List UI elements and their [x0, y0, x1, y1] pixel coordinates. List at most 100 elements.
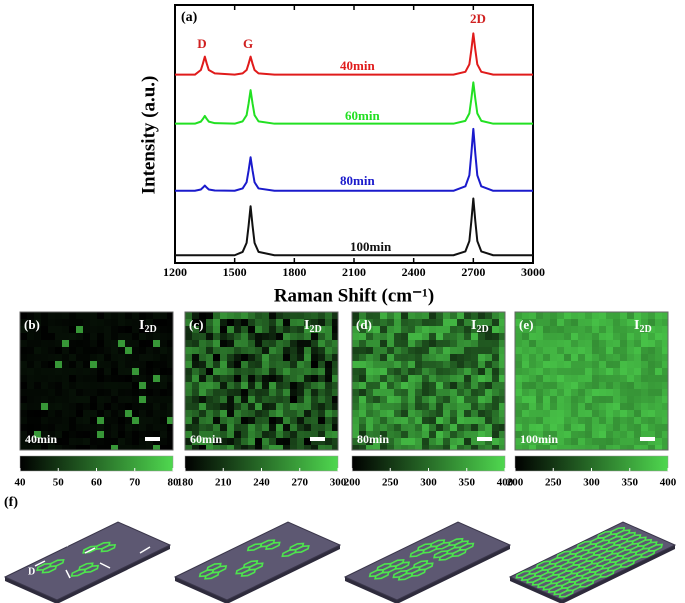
map-pixel — [62, 340, 69, 347]
map-pixel — [592, 326, 599, 333]
map-pixel — [213, 347, 220, 354]
map-pixel — [620, 312, 627, 319]
map-pixel — [613, 354, 620, 361]
map-pixel — [592, 417, 599, 424]
map-pixel — [90, 340, 97, 347]
map-pixel — [255, 333, 262, 340]
map-pixel — [408, 382, 415, 389]
map-pixel — [199, 389, 206, 396]
map-pixel — [550, 410, 557, 417]
map-pixel — [557, 354, 564, 361]
map-pixel — [255, 375, 262, 382]
map-pixel — [269, 340, 276, 347]
map-pixel — [213, 431, 220, 438]
map-pixel — [318, 445, 325, 450]
map-pixel — [83, 438, 90, 445]
map-pixel — [536, 368, 543, 375]
map-pixel — [550, 368, 557, 375]
map-pixel — [276, 431, 283, 438]
colorbar-tick-label: 200 — [507, 477, 524, 489]
map-pixel — [290, 438, 297, 445]
map-pixel — [97, 326, 104, 333]
map-pixel — [311, 347, 318, 354]
map-pixel — [499, 375, 505, 382]
map-pixel — [387, 312, 394, 319]
map-pixel — [318, 347, 325, 354]
map-pixel — [394, 417, 401, 424]
map-pixel — [499, 417, 505, 424]
map-pixel — [332, 354, 338, 361]
map-pixel — [422, 403, 429, 410]
map-pixel — [515, 431, 522, 438]
map-pixel — [153, 312, 160, 319]
map-pixel — [90, 382, 97, 389]
map-pixel — [83, 424, 90, 431]
map-pixel — [373, 389, 380, 396]
map-pixel — [297, 389, 304, 396]
map-pixel — [536, 326, 543, 333]
map-pixel — [199, 431, 206, 438]
map-pixel — [648, 410, 655, 417]
map-pixel — [522, 368, 529, 375]
map-pixel — [269, 326, 276, 333]
map-pixel — [471, 340, 478, 347]
map-pixel — [373, 347, 380, 354]
map-pixel — [318, 375, 325, 382]
map-pixel — [76, 410, 83, 417]
map-pixel — [167, 347, 173, 354]
map-pixel — [522, 431, 529, 438]
map-pixel — [118, 438, 125, 445]
map-pixel — [206, 445, 213, 450]
map-pixel — [373, 326, 380, 333]
map-pixel — [359, 312, 366, 319]
time-label: 100min — [520, 432, 558, 446]
map-pixel — [359, 403, 366, 410]
map-pixel — [167, 375, 173, 382]
map-pixel — [394, 382, 401, 389]
map-pixel — [485, 326, 492, 333]
map-pixel — [104, 438, 111, 445]
map-pixel — [146, 410, 153, 417]
map-pixel — [83, 403, 90, 410]
map-pixel — [401, 410, 408, 417]
map-pixel — [241, 312, 248, 319]
map-pixel — [387, 368, 394, 375]
map-pixel — [325, 368, 332, 375]
map-pixel — [387, 326, 394, 333]
map-pixel — [160, 326, 167, 333]
intensity-symbol: I — [304, 318, 309, 333]
map-pixel — [585, 424, 592, 431]
map-pixel — [48, 319, 55, 326]
map-pixel — [478, 340, 485, 347]
map-pixel — [599, 445, 606, 450]
map-pixel — [492, 375, 499, 382]
map-pixel — [557, 375, 564, 382]
map-pixel — [585, 431, 592, 438]
x-tick-label: 1200 — [163, 265, 187, 279]
map-pixel — [283, 410, 290, 417]
map-pixel — [627, 410, 634, 417]
map-pixel — [387, 396, 394, 403]
map-pixel — [20, 368, 27, 375]
map-pixel — [76, 326, 83, 333]
map-pixel — [429, 382, 436, 389]
map-pixel — [366, 333, 373, 340]
map-pixel — [276, 354, 283, 361]
spectrum-line — [175, 127, 533, 192]
map-pixel — [585, 361, 592, 368]
map-pixel — [457, 354, 464, 361]
map-pixel — [234, 347, 241, 354]
map-pixel — [457, 340, 464, 347]
map-pixel — [318, 431, 325, 438]
map-pixel — [276, 361, 283, 368]
map-pixel — [415, 319, 422, 326]
map-pixel — [304, 340, 311, 347]
map-pixel — [41, 424, 48, 431]
map-pixel — [536, 354, 543, 361]
map-pixel — [634, 389, 641, 396]
map-pixel — [199, 410, 206, 417]
hexagon — [99, 544, 118, 553]
map-pixel — [485, 431, 492, 438]
map-pixel — [352, 389, 359, 396]
map-pixel — [471, 445, 478, 450]
